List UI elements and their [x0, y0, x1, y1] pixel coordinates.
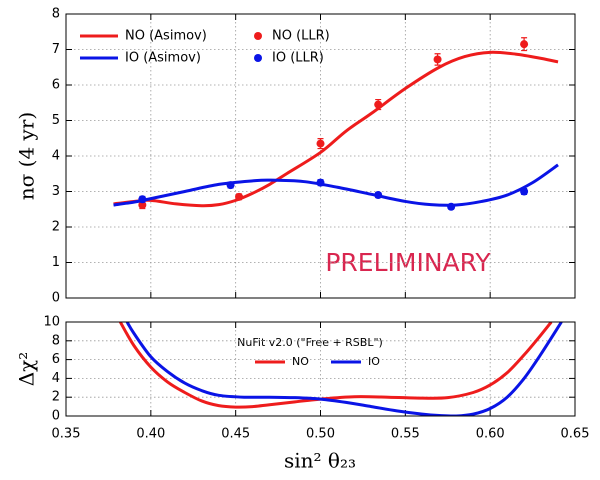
y-tick-label: 4 — [52, 149, 60, 164]
legend-label: NO (LLR) — [272, 29, 330, 44]
line — [113, 50, 559, 208]
x-tick-label: 0.35 — [52, 427, 81, 442]
y-tick-label: 3 — [52, 184, 60, 199]
y-tick-label: 8 — [52, 7, 60, 22]
legend-swatch — [254, 54, 262, 62]
frame — [65, 13, 576, 299]
y-tick-label: 6 — [52, 352, 60, 367]
y-tick-label: 1 — [52, 255, 60, 270]
x-tick-label: 0.50 — [306, 427, 335, 442]
line — [118, 322, 553, 409]
point — [316, 178, 325, 187]
y-tick-label: 10 — [43, 315, 60, 330]
legend-label: IO — [368, 355, 380, 368]
legend-title: NuFit v2.0 ("Free + RSBL") — [237, 336, 383, 349]
legend-label: NO — [292, 355, 309, 368]
x-tick-label: 0.55 — [391, 427, 420, 442]
legend-label: NO (Asimov) — [125, 29, 207, 44]
legend-label: IO (Asimov) — [125, 51, 201, 66]
point — [447, 202, 456, 211]
annotation: PRELIMINARY — [325, 248, 491, 277]
point — [374, 100, 383, 109]
x-tick-label: 0.40 — [136, 427, 165, 442]
plot-area — [118, 322, 563, 416]
y-tick-label: 5 — [52, 113, 60, 128]
point — [316, 139, 325, 148]
x-tick-label: 0.60 — [476, 427, 505, 442]
y-tick-label: 2 — [52, 220, 60, 235]
y-tick-label: 8 — [52, 333, 60, 348]
y-tick-label: 2 — [52, 390, 60, 405]
point — [520, 40, 529, 49]
legend-label: IO (LLR) — [272, 51, 324, 66]
line — [113, 163, 559, 207]
point — [138, 200, 147, 209]
y-tick-label: 0 — [52, 291, 60, 306]
y-tick-label: 6 — [52, 78, 60, 93]
line — [125, 322, 563, 416]
y-tick-label: 4 — [52, 371, 60, 386]
point — [138, 195, 147, 204]
point — [226, 181, 235, 190]
legend-swatch — [254, 32, 262, 40]
y-axis-label: Δχ² — [15, 352, 39, 387]
plot-area — [113, 37, 559, 211]
y-tick-label: 0 — [52, 409, 60, 424]
x-tick-label: 0.65 — [561, 427, 590, 442]
x-tick-label: 0.45 — [221, 427, 250, 442]
y-axis-label: nσ (4 yr) — [15, 112, 39, 200]
point — [433, 55, 442, 64]
frame — [65, 321, 576, 417]
point — [520, 187, 529, 196]
y-tick-label: 7 — [52, 42, 60, 57]
point — [235, 192, 244, 201]
point — [374, 191, 383, 200]
x-axis-label: sin² θ₂₃ — [284, 449, 356, 473]
